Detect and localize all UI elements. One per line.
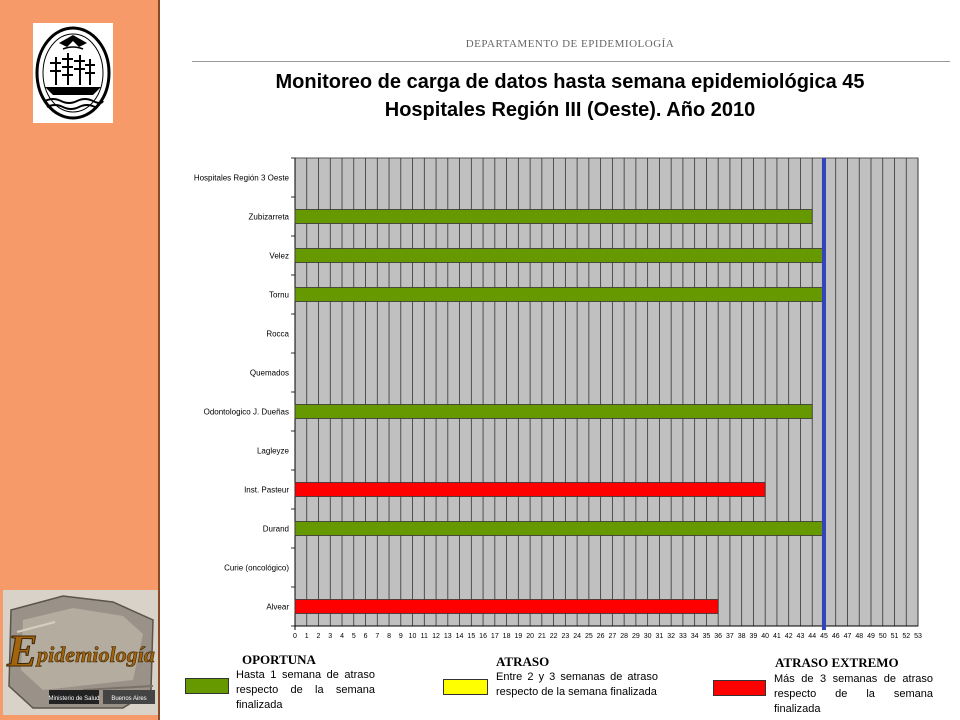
- category-label: Hospitales Región 3 Oeste: [194, 174, 290, 183]
- bar-atraso-extremo: [294, 599, 719, 614]
- ministry-label: Ministerio de Salud: [48, 696, 99, 702]
- x-tick-label: 43: [797, 633, 805, 640]
- category-label: Velez: [269, 252, 289, 261]
- category-label: Odontologico J. Dueñas: [204, 408, 289, 417]
- x-tick-label: 23: [561, 633, 569, 640]
- page-title: Monitoreo de carga de datos hasta semana…: [190, 68, 950, 124]
- epidemiologia-wordmark: pidemiología: [35, 642, 155, 667]
- x-tick-label: 51: [891, 633, 899, 640]
- bar-oportuna: [294, 209, 813, 224]
- epidemiologia-initial: E: [6, 625, 38, 676]
- x-tick-label: 44: [808, 633, 816, 640]
- header-divider: [192, 61, 950, 62]
- x-tick-label: 40: [761, 633, 769, 640]
- x-tick-label: 18: [503, 633, 511, 640]
- legend-atraso-swatch: [443, 679, 488, 695]
- x-tick-label: 15: [467, 633, 475, 640]
- x-tick-label: 32: [667, 633, 675, 640]
- category-label: Inst. Pasteur: [244, 486, 289, 495]
- category-label: Durand: [263, 525, 289, 534]
- x-tick-label: 5: [352, 633, 356, 640]
- x-tick-label: 39: [750, 633, 758, 640]
- bar-atraso-extremo: [294, 482, 766, 497]
- city-seal-icon: [33, 23, 113, 123]
- x-tick-label: 48: [855, 633, 863, 640]
- x-tick-label: 0: [293, 633, 297, 640]
- x-tick-label: 7: [375, 633, 379, 640]
- x-tick-label: 25: [585, 633, 593, 640]
- x-tick-label: 37: [726, 633, 734, 640]
- x-tick-label: 38: [738, 633, 746, 640]
- category-label: Tornu: [269, 291, 289, 300]
- legend-oportuna-text: Hasta 1 semana de atraso respecto de la …: [236, 669, 375, 711]
- category-label: Lagleyze: [257, 447, 290, 456]
- legend-oportuna-swatch: [185, 678, 229, 694]
- x-tick-label: 35: [703, 633, 711, 640]
- bar-oportuna: [294, 404, 813, 419]
- x-tick-label: 16: [479, 633, 487, 640]
- x-tick-label: 6: [364, 633, 368, 640]
- x-tick-label: 10: [409, 633, 417, 640]
- x-tick-label: 13: [444, 633, 452, 640]
- category-label: Quemados: [250, 369, 289, 378]
- x-tick-label: 27: [608, 633, 616, 640]
- x-tick-label: 53: [914, 633, 922, 640]
- legend-atraso-extremo-text: Más de 3 semanas de atraso respecto de l…: [774, 673, 933, 715]
- x-tick-label: 42: [785, 633, 793, 640]
- x-tick-label: 12: [432, 633, 440, 640]
- x-tick-label: 41: [773, 633, 781, 640]
- title-line-2: Hospitales Región III (Oeste). Año 2010: [384, 99, 756, 121]
- x-tick-label: 3: [328, 633, 332, 640]
- bar-oportuna: [294, 248, 825, 263]
- x-tick-label: 47: [844, 633, 852, 640]
- title-line-1: Monitoreo de carga de datos hasta semana…: [275, 71, 865, 93]
- legend-atraso-title: ATRASO: [496, 654, 550, 669]
- x-tick-label: 21: [538, 633, 546, 640]
- x-tick-label: 31: [655, 633, 663, 640]
- x-tick-label: 26: [597, 633, 605, 640]
- x-tick-label: 50: [879, 633, 887, 640]
- category-label: Rocca: [266, 330, 289, 339]
- x-tick-label: 19: [514, 633, 522, 640]
- department-name: DEPARTAMENTO DE EPIDEMIOLOGÍA: [465, 38, 675, 50]
- category-label: Zubizarreta: [249, 213, 290, 222]
- x-tick-label: 36: [714, 633, 722, 640]
- x-tick-label: 22: [550, 633, 558, 640]
- x-tick-label: 17: [491, 633, 499, 640]
- x-tick-label: 24: [573, 633, 581, 640]
- x-tick-label: 34: [691, 633, 699, 640]
- x-tick-label: 49: [867, 633, 875, 640]
- category-label: Alvear: [266, 603, 289, 612]
- x-tick-label: 45: [820, 633, 828, 640]
- legend-atraso-extremo-swatch: [713, 680, 766, 696]
- x-tick-label: 33: [679, 633, 687, 640]
- epidemiologia-logo: E pidemiología Ministerio de Salud Bueno…: [3, 590, 158, 715]
- plot-area: [294, 157, 919, 627]
- bar-oportuna: [294, 287, 825, 302]
- bar-oportuna: [294, 521, 825, 536]
- x-tick-label: 20: [526, 633, 534, 640]
- x-tick-label: 2: [317, 633, 321, 640]
- x-tick-label: 28: [620, 633, 628, 640]
- x-tick-label: 4: [340, 633, 344, 640]
- city-label: Buenos Aires: [111, 696, 146, 702]
- x-tick-label: 52: [902, 633, 910, 640]
- category-label: Curie (oncológico): [224, 564, 289, 573]
- legend-oportuna-title: OPORTUNA: [242, 652, 316, 667]
- x-tick-label: 8: [387, 633, 391, 640]
- x-tick-label: 9: [399, 633, 403, 640]
- legend-atraso-extremo-title: ATRASO EXTREMO: [775, 655, 899, 670]
- hospital-load-chart: 0 1 2 3 4 5 6 7 8 9 10 11 12 13 14 15 16 17 18 19 20 21 22 23 24…: [194, 157, 922, 640]
- x-tick-label: 46: [832, 633, 840, 640]
- x-tick-label: 14: [456, 633, 464, 640]
- x-tick-label: 30: [644, 633, 652, 640]
- x-tick-label: 11: [421, 633, 428, 640]
- x-tick-label: 1: [305, 633, 309, 640]
- sidebar: E pidemiología Ministerio de Salud Bueno…: [0, 0, 160, 720]
- x-tick-label: 29: [632, 633, 640, 640]
- legend-atraso-text: Entre 2 y 3 semanas de atraso respecto d…: [496, 671, 658, 698]
